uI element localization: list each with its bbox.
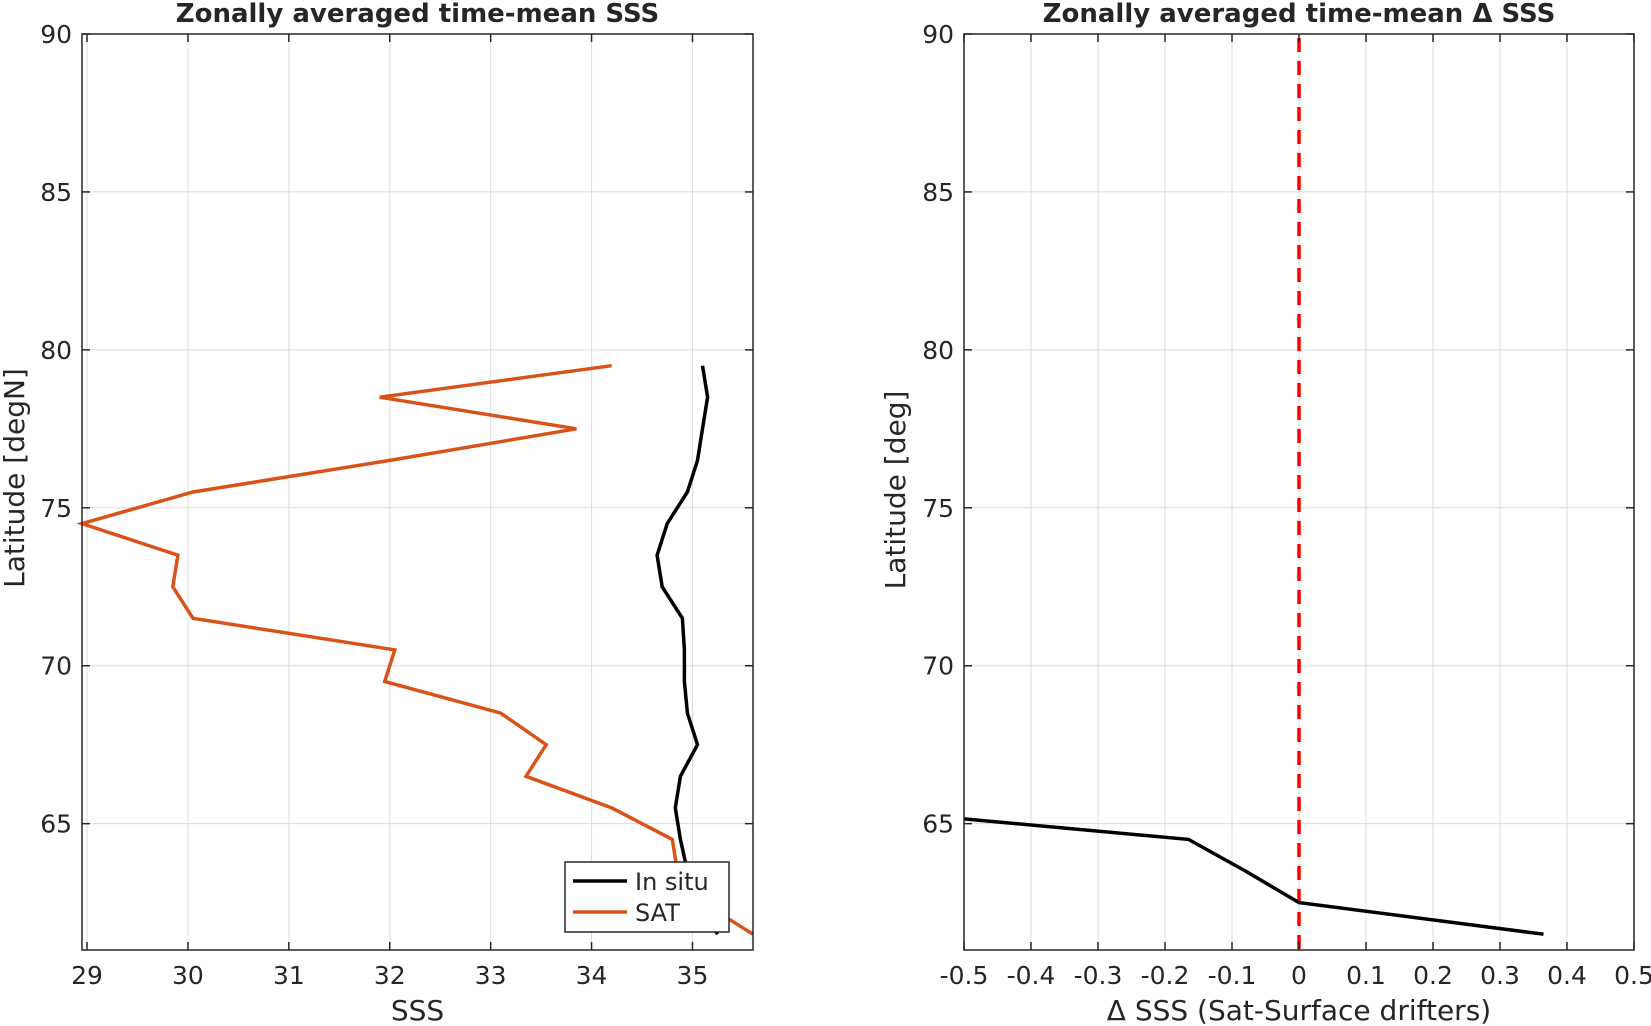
x-tick-label: 34 [576, 961, 608, 990]
x-tick-label: -0.2 [1141, 961, 1190, 990]
x-tick-label: 0.2 [1413, 961, 1453, 990]
x-tick-label: 0 [1291, 961, 1307, 990]
x-axis-label: SSS [391, 994, 444, 1026]
x-tick-label: 0.4 [1547, 961, 1587, 990]
x-tick-label: 32 [374, 961, 406, 990]
x-tick-label: 0.5 [1614, 961, 1651, 990]
x-tick-label: 0.1 [1346, 961, 1386, 990]
x-tick-label: 31 [273, 961, 305, 990]
x-tick-label: -0.5 [940, 961, 989, 990]
right-panel-delta-sss: -0.5 -0.4 -0.3 -0.2 -0.1 0 0.1 0.2 0.3 0.4 0.5 65 70… [879, 0, 1651, 1026]
y-tick-label: 65 [922, 810, 954, 839]
series-line-in-situ [655, 365, 720, 936]
left-panel-sss: 29 30 31 32 33 34 35 65 70 75 80 85 90 Zonally averag… [0, 0, 754, 1026]
x-tick-label: 35 [677, 961, 709, 990]
legend-box [564, 861, 730, 933]
chart-title: Zonally averaged time-mean Δ SSS [1043, 0, 1556, 29]
y-tick-label: 85 [40, 178, 72, 207]
chart-title: Zonally averaged time-mean SSS [176, 0, 660, 29]
legend-label: In situ [635, 868, 709, 896]
x-tick-label: 33 [475, 961, 507, 990]
y-tick-label: 90 [40, 20, 72, 49]
x-tick-label: -0.3 [1074, 961, 1123, 990]
x-tick-label: 30 [172, 961, 204, 990]
series-line-sat [76, 363, 754, 936]
y-tick-label: 90 [922, 20, 954, 49]
y-tick-label: 80 [922, 336, 954, 365]
y-axis-label: Latitude [degN] [0, 368, 31, 588]
y-tick-label: 85 [922, 178, 954, 207]
x-tick-label: -0.4 [1007, 961, 1056, 990]
y-tick-label: 75 [40, 494, 72, 523]
legend-label: SAT [635, 899, 680, 927]
x-tick-label: 29 [71, 961, 103, 990]
y-tick-label: 70 [40, 652, 72, 681]
y-tick-label: 80 [40, 336, 72, 365]
series-line [963, 817, 1544, 936]
y-tick-label: 75 [922, 494, 954, 523]
axes-box [81, 33, 754, 951]
y-tick-label: 65 [40, 810, 72, 839]
x-axis-label: Δ SSS (Sat-Surface drifters) [1107, 994, 1491, 1026]
x-tick-label: -0.1 [1208, 961, 1257, 990]
y-tick-label: 70 [922, 652, 954, 681]
legend: In situ SAT [564, 861, 730, 933]
y-axis-label: Latitude [deg] [879, 391, 912, 590]
x-tick-label: 0.3 [1480, 961, 1520, 990]
